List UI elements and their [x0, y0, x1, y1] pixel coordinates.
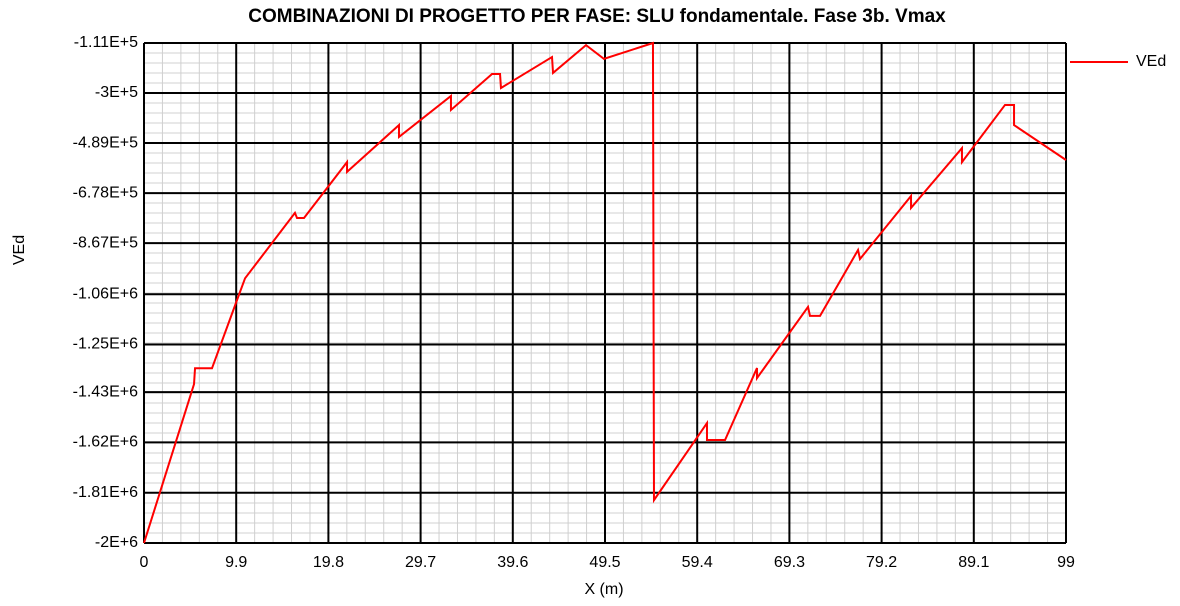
y-tick-label: -1.06E+6	[73, 285, 138, 302]
x-tick-label: 59.4	[682, 554, 713, 571]
x-tick-label: 39.6	[497, 554, 528, 571]
x-tick-label: 19.8	[313, 554, 344, 571]
y-tick-label: -1.43E+6	[73, 383, 138, 400]
y-tick-label: -1.62E+6	[73, 434, 138, 451]
chart-title: COMBINAZIONI DI PROGETTO PER FASE: SLU f…	[248, 6, 946, 27]
legend-label: VEd	[1136, 53, 1166, 70]
x-tick-label: 0	[140, 554, 149, 571]
y-axis-label: VEd	[11, 235, 28, 265]
x-tick-label: 99	[1057, 554, 1075, 571]
y-tick-label: -8.67E+5	[73, 234, 138, 251]
x-tick-label: 69.3	[774, 554, 805, 571]
x-tick-label: 29.7	[405, 554, 436, 571]
y-tick-label: -2E+6	[95, 534, 138, 551]
x-tick-label: 79.2	[866, 554, 897, 571]
y-tick-label: -1.11E+5	[74, 34, 138, 51]
x-axis-label: X (m)	[584, 581, 623, 598]
y-tick-label: -1.25E+6	[73, 336, 138, 353]
x-tick-label: 49.5	[589, 554, 620, 571]
y-tick-label: -4.89E+5	[73, 134, 138, 151]
x-tick-label: 89.1	[958, 554, 989, 571]
y-tick-label: -6.78E+5	[73, 184, 138, 201]
x-tick-label: 9.9	[225, 554, 247, 571]
line-series	[143, 41, 1067, 544]
y-tick-label: -1.81E+6	[73, 484, 138, 501]
y-tick-label: -3E+5	[95, 84, 138, 101]
